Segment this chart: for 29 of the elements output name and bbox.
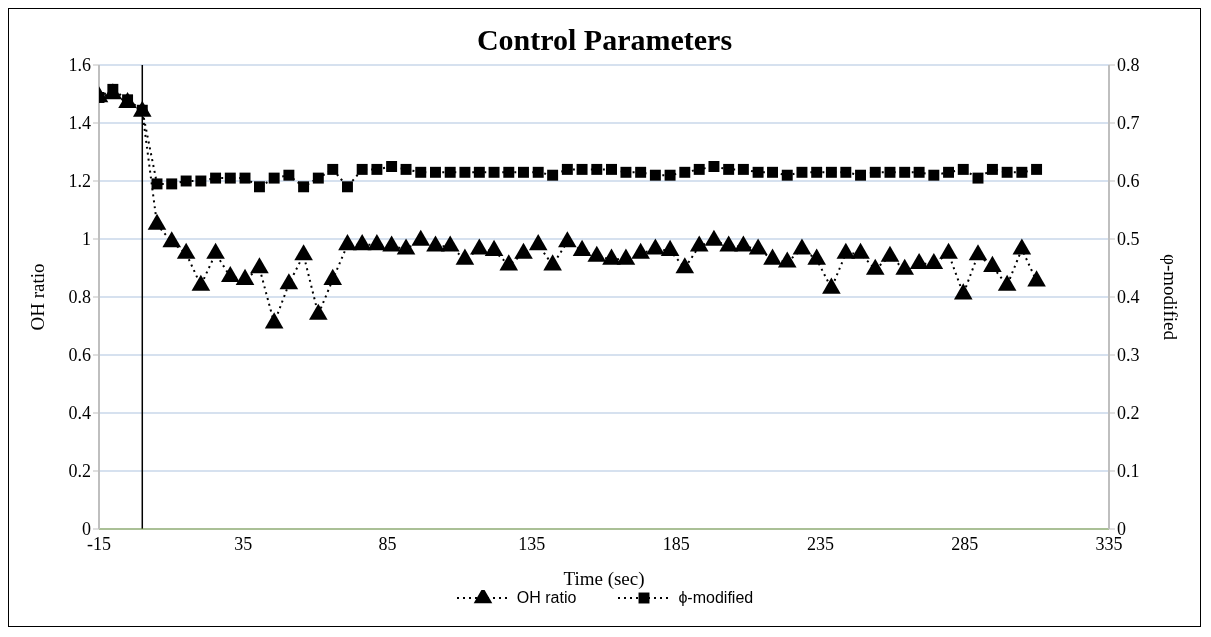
y2-axis-title: φ-modified [1160, 254, 1182, 341]
y-tick-label: 0.4 [68, 403, 91, 424]
y-axis-title: OH ratio [26, 263, 48, 331]
y2-tick-label: 0.7 [1117, 113, 1140, 134]
y-tick-label: 0 [82, 519, 91, 540]
y2-tick-label: 0.1 [1117, 461, 1140, 482]
y-tick-label: 1.4 [68, 113, 91, 134]
y-tick-label: 1 [82, 229, 91, 250]
y-tick-label: 1.2 [68, 171, 91, 192]
y2-tick-label: 0.4 [1117, 287, 1140, 308]
y2-tick-label: 0.3 [1117, 345, 1140, 366]
y-tick-label: 0.6 [68, 345, 91, 366]
x-axis-title: Time (sec) [563, 568, 645, 590]
chart-title: Control Parameters [475, 23, 734, 57]
x-tick-label: 85 [378, 533, 397, 554]
y2-tick-label: 0.5 [1117, 229, 1140, 250]
y2-tick-label: 0.8 [1117, 55, 1140, 76]
legend-label: OH ratio [516, 589, 577, 607]
x-tick-label: 185 [662, 533, 690, 554]
y-tick-label: 0.8 [68, 287, 91, 308]
y-tick-label: 0.2 [68, 461, 91, 482]
x-tick-label: 285 [951, 533, 979, 554]
y-tick-label: 1.6 [68, 55, 91, 76]
x-tick-label: 235 [806, 533, 834, 554]
y2-tick-label: 0.2 [1117, 403, 1140, 424]
legend-label: ϕ-modified [678, 589, 754, 607]
y2-tick-label: 0.6 [1117, 171, 1140, 192]
x-tick-label: 35 [234, 533, 253, 554]
x-tick-label: 135 [518, 533, 546, 554]
